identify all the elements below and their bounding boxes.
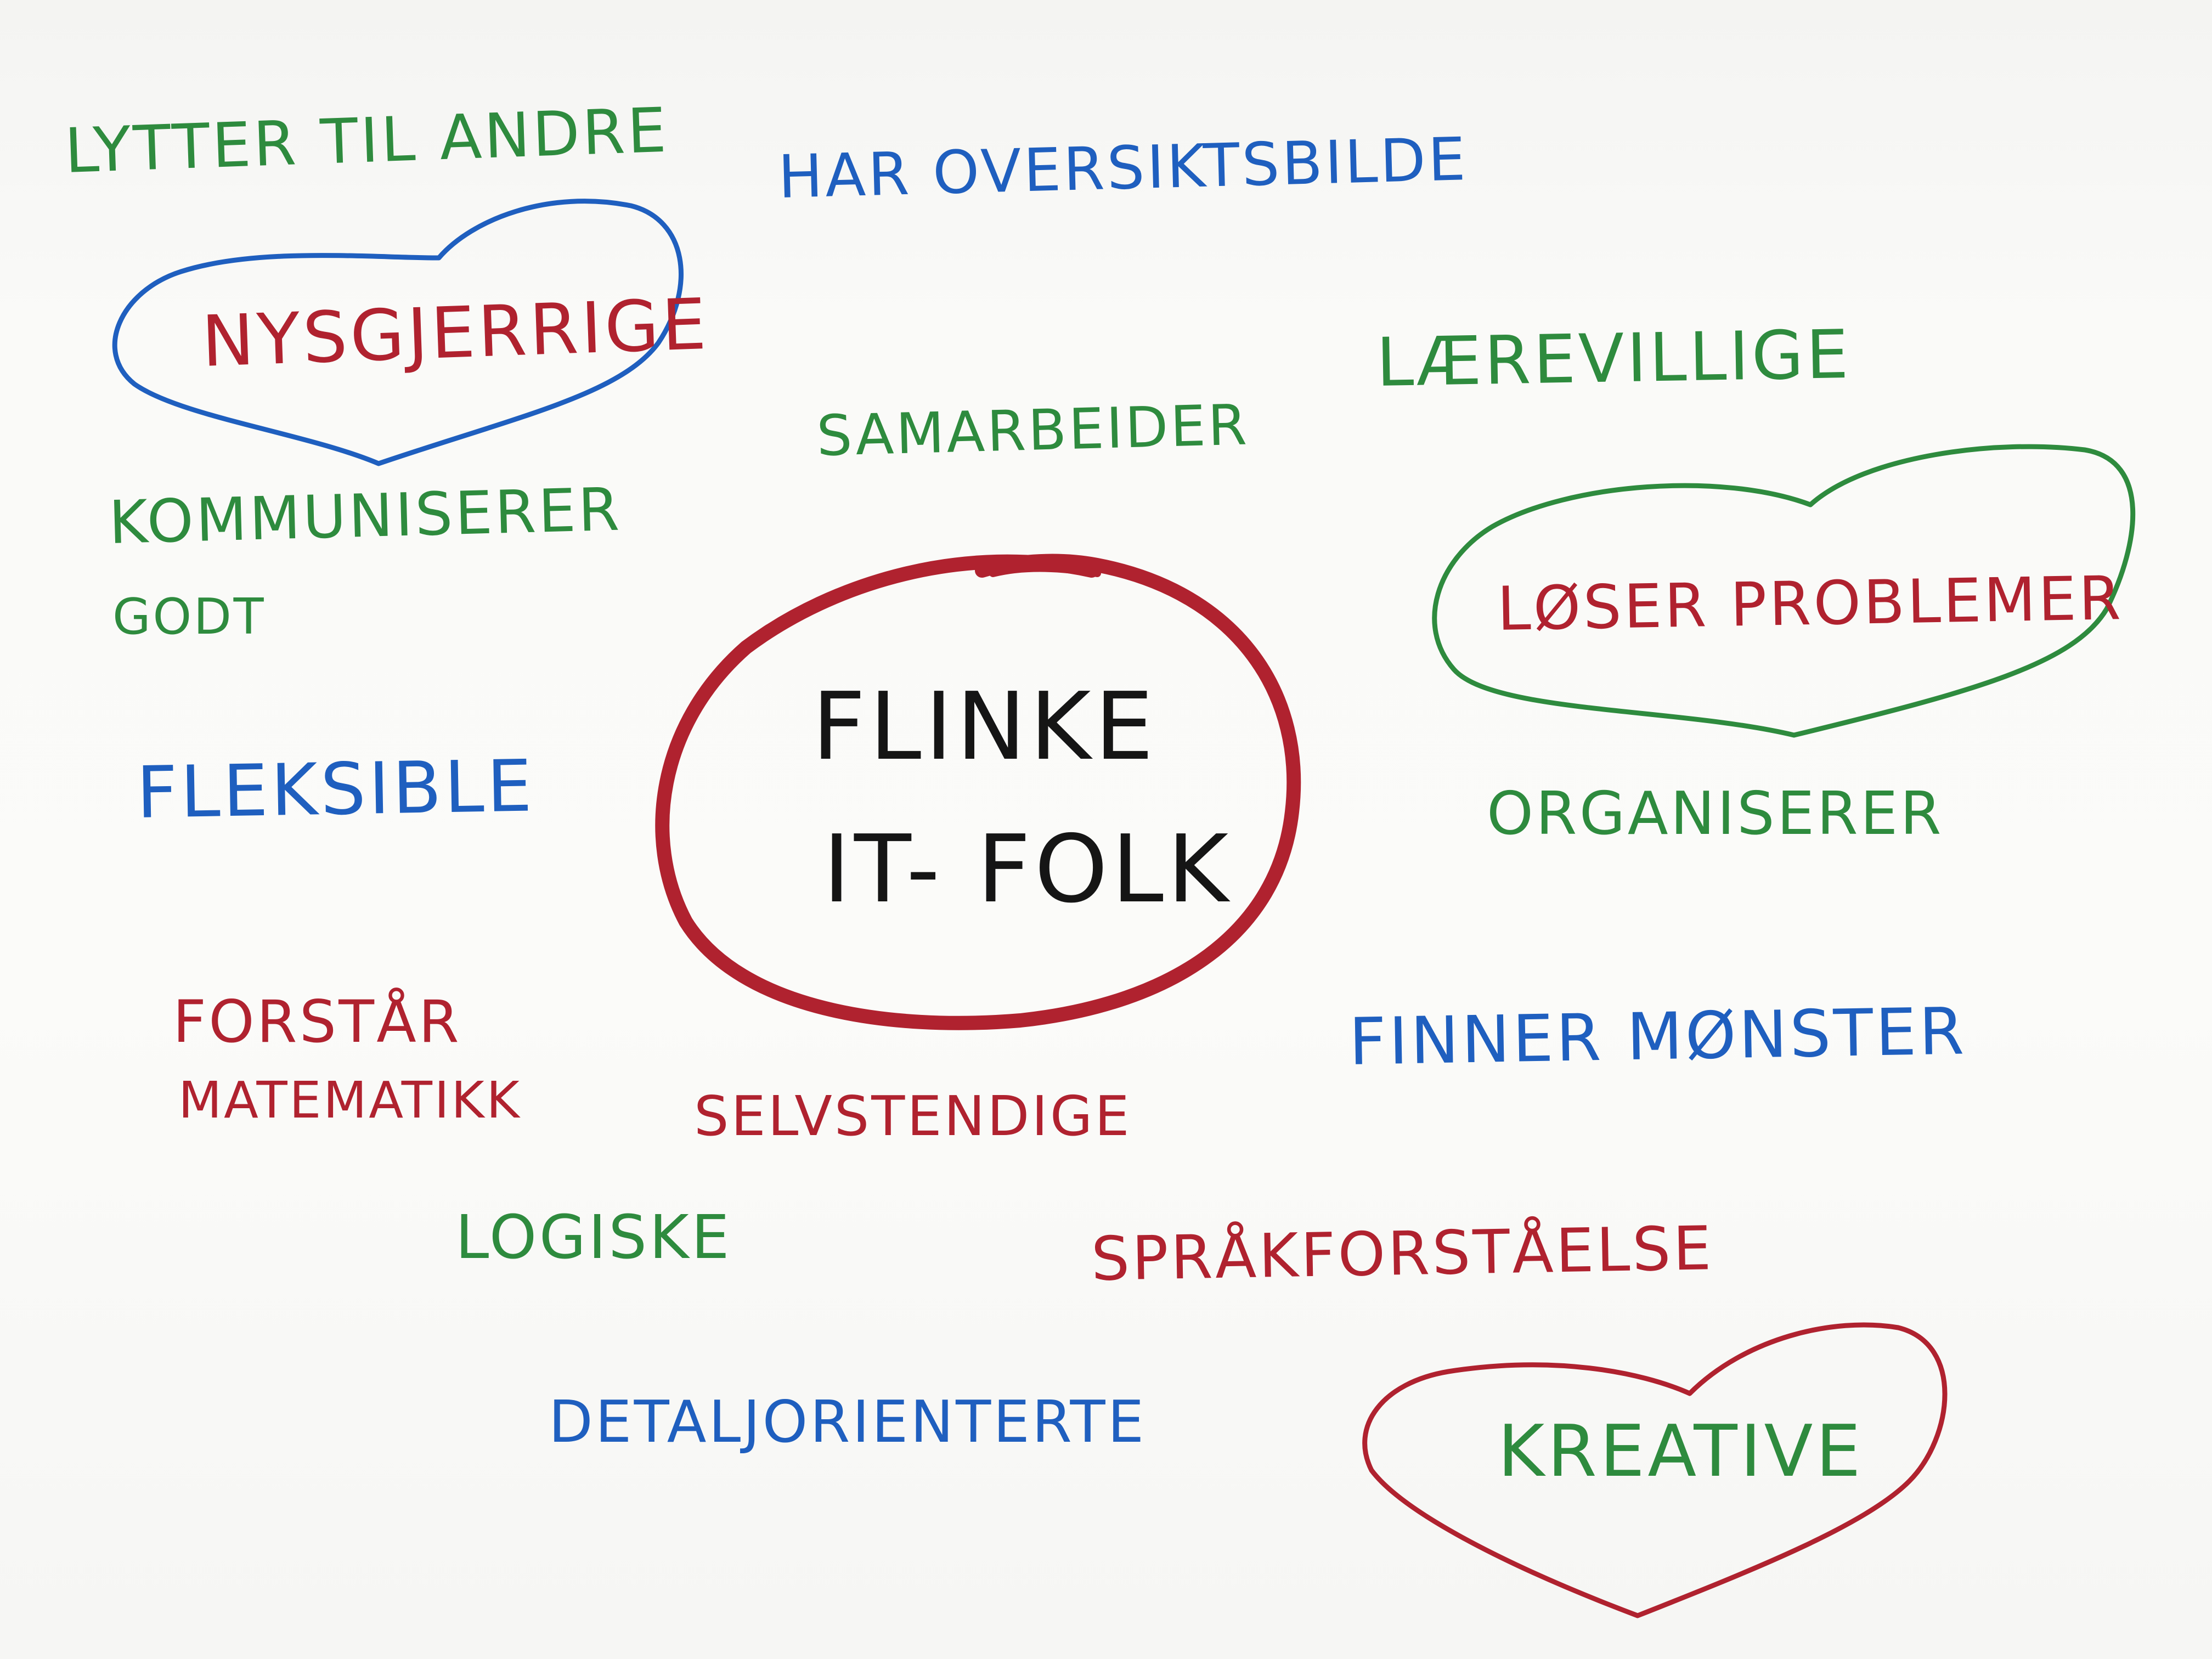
word-detaljorienterte: DETALJORIENTERTE [549, 1389, 1147, 1455]
word-organiserer: ORGANISERER [1487, 780, 1944, 848]
word-finner-monster: FINNER MØNSTER [1348, 993, 1967, 1080]
word-forstar: FORSTÅR [173, 988, 461, 1056]
word-har-oversiktsbilde: HAR OVERSIKTSBILDE [777, 125, 1469, 212]
red-circle-overlap-stroke [989, 564, 1101, 577]
word-kommuniserer: KOMMUNISERER [108, 475, 623, 557]
center-title-line2: IT- FOLK [823, 815, 1232, 924]
green-heart-outline [1432, 444, 2136, 738]
word-samarbeider: SAMARBEIDER [816, 392, 1250, 469]
word-selvstendige: SELVSTENDIGE [694, 1084, 1132, 1148]
word-loser-problemer: LØSER PROBLEMER [1496, 563, 2124, 644]
red-center-circle [655, 554, 1301, 1030]
word-sprakforstaelse: SPRÅKFORSTÅELSE [1090, 1213, 1714, 1294]
word-kreative: KREATIVE [1498, 1409, 1864, 1493]
word-laerevillige: LÆREVILLIGE [1375, 315, 1852, 402]
red-heart-outline [1362, 1322, 1948, 1618]
center-title-line1: FLINKE [812, 673, 1158, 781]
word-matematikk: MATEMATIKK [178, 1071, 522, 1130]
word-logiske: LOGISKE [455, 1202, 732, 1272]
blue-heart-outline [112, 199, 684, 466]
word-fleksible: FLEKSIBLE [136, 744, 536, 834]
word-nysgjerrige: NYSGJERRIGE [200, 283, 710, 383]
word-godt: GODT [112, 588, 266, 646]
